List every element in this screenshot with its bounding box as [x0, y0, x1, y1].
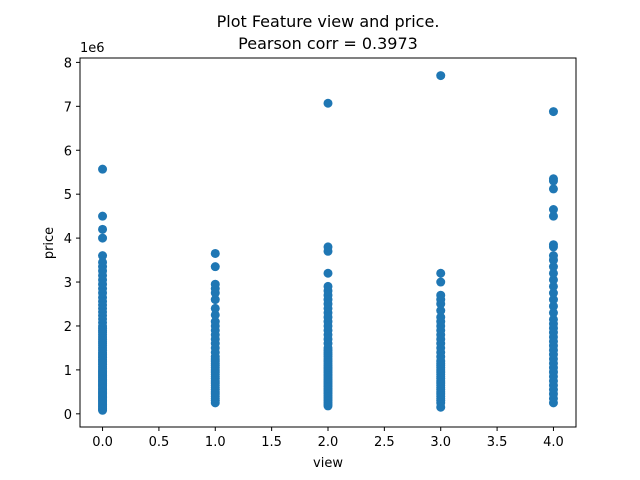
data-point-x1-35: [210, 279, 220, 289]
y-tick-label-7: 7: [64, 100, 72, 115]
y-tick-label-8: 8: [64, 56, 72, 71]
x-tick-label-2: 1.0: [205, 435, 226, 450]
x-tick-label-3: 1.5: [261, 435, 282, 450]
data-point-x4-33: [548, 205, 558, 215]
data-point-x3-30: [436, 312, 446, 322]
data-point-x4-29: [548, 251, 558, 261]
data-point-x4-31: [548, 240, 558, 250]
data-point-x2-45: [323, 281, 333, 291]
data-point-x1-29: [210, 317, 220, 327]
chart-title-line2: Pearson corr = 0.3973: [238, 34, 418, 53]
x-tick-label-0: 0.0: [92, 435, 113, 450]
data-point-x4-32: [548, 211, 558, 221]
data-point-x1-36: [210, 262, 220, 272]
data-point-x4-20: [548, 308, 558, 318]
x-tick-label-8: 4.0: [543, 435, 564, 450]
data-point-x0-69: [98, 257, 108, 267]
x-tick-label-5: 2.5: [374, 435, 395, 450]
y-tick-label-5: 5: [64, 188, 72, 203]
data-point-x2-48: [323, 242, 333, 252]
y-tick-label-0: 0: [64, 408, 72, 423]
data-point-x4-19: [548, 314, 558, 324]
y-axis-ticks: 0 1 2 3 4 5 6 7 8: [64, 56, 80, 423]
y-offset-label: 1e6: [80, 41, 105, 56]
data-point-x4-23: [548, 288, 558, 298]
data-point-x4-24: [548, 281, 558, 291]
y-tick-label-6: 6: [64, 144, 72, 159]
data-point-x4-25: [548, 275, 558, 285]
data-point-x4-37: [548, 107, 558, 117]
data-point-x3-31: [436, 306, 446, 316]
x-tick-label-1: 0.5: [149, 435, 170, 450]
x-axis-ticks: 0.0 0.5 1.0 1.5 2.0 2.5 3.0 3.5 4.0: [92, 427, 564, 450]
data-point-x0-70: [98, 251, 108, 261]
data-point-x0-72: [98, 224, 108, 234]
data-point-x2-46: [323, 268, 333, 278]
chart-title-line1: Plot Feature view and price.: [217, 12, 440, 31]
data-point-x0-71: [98, 233, 108, 243]
data-point-x1-30: [210, 310, 220, 320]
data-point-x4-26: [548, 268, 558, 278]
data-point-x1-31: [210, 303, 220, 313]
data-point-x3-37: [436, 71, 446, 81]
data-point-x0-73: [98, 211, 108, 221]
x-tick-label-6: 3.0: [430, 435, 451, 450]
data-point-x4-22: [548, 295, 558, 305]
data-points: [98, 71, 558, 415]
y-tick-label-1: 1: [64, 364, 72, 379]
data-point-x1-32: [210, 295, 220, 305]
data-point-x3-36: [436, 268, 446, 278]
y-tick-label-2: 2: [64, 320, 72, 335]
data-point-x4-21: [548, 301, 558, 311]
plot-frame: [79, 57, 577, 428]
y-tick-label-4: 4: [64, 232, 72, 247]
y-tick-label-3: 3: [64, 276, 72, 291]
x-tick-label-7: 3.5: [487, 435, 508, 450]
data-point-x4-36: [548, 174, 558, 184]
x-tick-label-4: 2.0: [318, 435, 339, 450]
y-axis-label: price: [42, 227, 57, 259]
data-point-x4-27: [548, 262, 558, 272]
data-point-x4-34: [548, 184, 558, 194]
data-point-x3-35: [436, 277, 446, 287]
data-point-x3-34: [436, 290, 446, 300]
data-point-x2-49: [323, 98, 333, 108]
x-axis-label: view: [313, 456, 343, 471]
data-point-x1-37: [210, 248, 220, 258]
data-point-x0-74: [98, 164, 108, 174]
